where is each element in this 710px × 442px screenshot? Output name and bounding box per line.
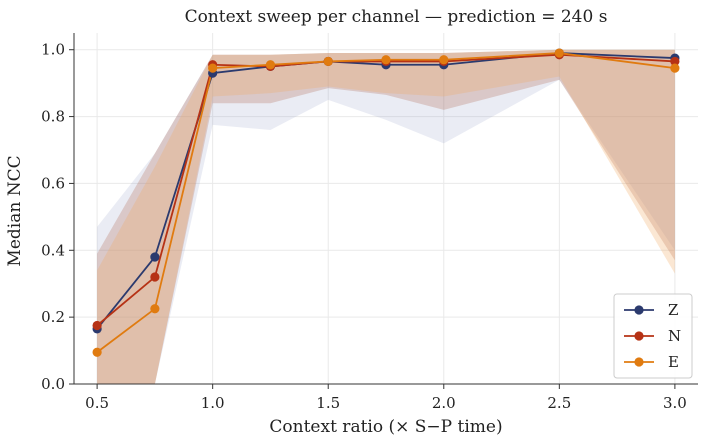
y-tick-label: 0.0 bbox=[41, 375, 65, 393]
band-E bbox=[97, 49, 675, 384]
x-tick-label: 2.5 bbox=[547, 394, 571, 412]
tick-labels: 0.5 1.0 1.5 2.0 2.5 3.0 0.0 0.2 0.4 0.6 0.8 1.0 bbox=[41, 41, 687, 412]
legend-label-N: N bbox=[668, 327, 681, 345]
y-tick-label: 0.8 bbox=[41, 108, 65, 126]
legend-marker-E bbox=[634, 357, 644, 367]
x-tick-label: 1.5 bbox=[316, 394, 340, 412]
x-tick-label: 0.5 bbox=[85, 394, 109, 412]
x-tick-label: 2.0 bbox=[432, 394, 456, 412]
y-tick-label: 0.6 bbox=[41, 174, 65, 192]
point-N bbox=[670, 56, 680, 67]
y-tick-label: 0.4 bbox=[41, 241, 65, 259]
point-E bbox=[554, 48, 564, 58]
point-N bbox=[92, 320, 102, 331]
band-Z bbox=[97, 49, 675, 384]
legend-label-Z: Z bbox=[668, 301, 678, 319]
x-axis-label: Context ratio (× S−P time) bbox=[269, 417, 502, 437]
series-points bbox=[92, 48, 680, 357]
legend-label-E: E bbox=[668, 353, 679, 371]
point-N bbox=[150, 272, 160, 282]
point-E bbox=[208, 63, 218, 73]
axes bbox=[69, 33, 698, 389]
point-E bbox=[323, 56, 333, 67]
point-Z bbox=[150, 252, 160, 262]
legend-marker-Z bbox=[634, 305, 644, 315]
y-tick-label: 1.0 bbox=[41, 41, 65, 59]
confidence-bands bbox=[97, 49, 675, 384]
y-tick-label: 0.2 bbox=[41, 308, 65, 326]
point-E bbox=[670, 63, 680, 73]
point-E bbox=[265, 60, 276, 70]
point-E bbox=[92, 347, 102, 357]
point-E bbox=[381, 55, 391, 65]
x-tick-label: 1.0 bbox=[201, 394, 225, 412]
band-N bbox=[97, 49, 675, 384]
x-tick-label: 3.0 bbox=[663, 394, 687, 412]
legend: ZNE bbox=[613, 293, 693, 379]
legend-marker-N bbox=[634, 331, 644, 341]
chart-title: Context sweep per channel — prediction =… bbox=[185, 7, 608, 27]
y-axis-label: Median NCC bbox=[5, 155, 25, 266]
point-E bbox=[439, 55, 449, 65]
point-E bbox=[150, 304, 160, 314]
